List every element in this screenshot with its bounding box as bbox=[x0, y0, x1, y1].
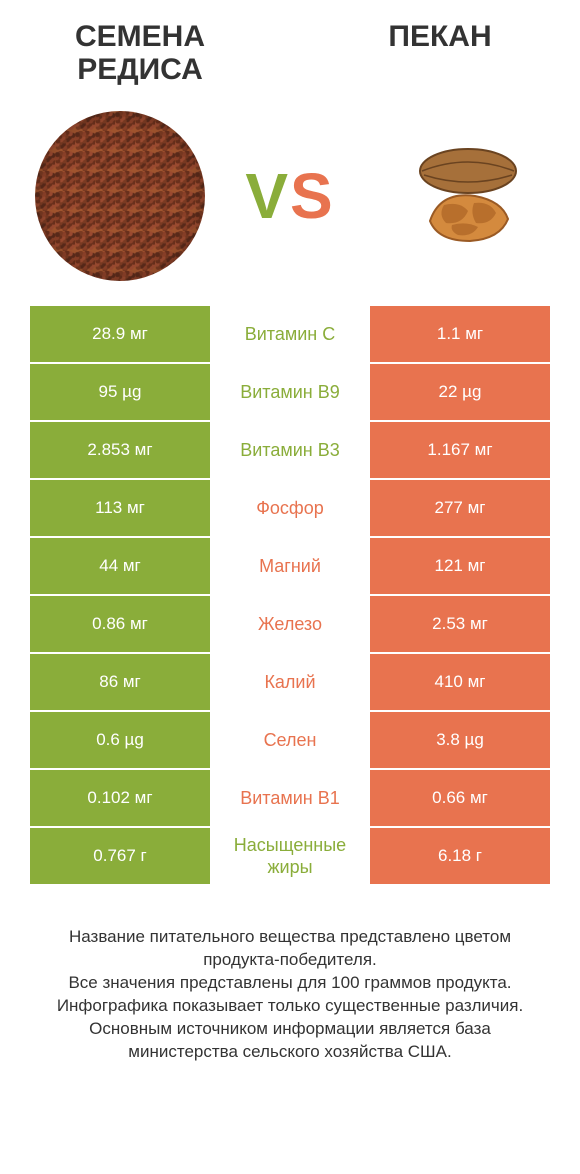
right-value: 1.167 мг bbox=[370, 422, 550, 480]
nutrient-label: Магний bbox=[210, 538, 370, 596]
footnote-line3: Инфографика показывает только существенн… bbox=[34, 995, 546, 1018]
footnote-line2: Все значения представлены для 100 граммо… bbox=[34, 972, 546, 995]
right-value: 121 мг bbox=[370, 538, 550, 596]
table-row: 0.102 мгВитамин B10.66 мг bbox=[30, 770, 550, 828]
right-value: 2.53 мг bbox=[370, 596, 550, 654]
nutrient-label: Фосфор bbox=[210, 480, 370, 538]
footnote-line1: Название питательного вещества представл… bbox=[34, 926, 546, 972]
left-value: 0.86 мг bbox=[30, 596, 210, 654]
vs-v: V bbox=[245, 160, 290, 232]
left-value: 2.853 мг bbox=[30, 422, 210, 480]
nutrient-label: Железо bbox=[210, 596, 370, 654]
table-row: 44 мгМагний121 мг bbox=[30, 538, 550, 596]
nutrient-label: Витамин С bbox=[210, 306, 370, 364]
nutrient-label: Витамин B3 bbox=[210, 422, 370, 480]
footnote-line4: Основным источником информации является … bbox=[34, 1018, 546, 1064]
table-row: 113 мгФосфор277 мг bbox=[30, 480, 550, 538]
left-value: 28.9 мг bbox=[30, 306, 210, 364]
table-row: 0.767 гНасыщенные жиры6.18 г bbox=[30, 828, 550, 886]
left-value: 0.6 µg bbox=[30, 712, 210, 770]
pecan-icon bbox=[390, 141, 530, 251]
nutrient-label: Насыщенные жиры bbox=[210, 828, 370, 886]
right-value: 410 мг bbox=[370, 654, 550, 712]
right-value: 277 мг bbox=[370, 480, 550, 538]
left-value: 44 мг bbox=[30, 538, 210, 596]
left-value: 0.102 мг bbox=[30, 770, 210, 828]
nutrient-label: Селен bbox=[210, 712, 370, 770]
left-value: 86 мг bbox=[30, 654, 210, 712]
right-value: 0.66 мг bbox=[370, 770, 550, 828]
table-row: 95 µgВитамин B922 µg bbox=[30, 364, 550, 422]
images-row: VS bbox=[30, 96, 550, 306]
left-value: 95 µg bbox=[30, 364, 210, 422]
left-value: 113 мг bbox=[30, 480, 210, 538]
right-title: ПЕКАН bbox=[340, 20, 540, 53]
nutrient-label: Витамин B9 bbox=[210, 364, 370, 422]
right-value: 1.1 мг bbox=[370, 306, 550, 364]
right-image bbox=[370, 106, 550, 286]
nutrient-label: Витамин B1 bbox=[210, 770, 370, 828]
vs-label: VS bbox=[245, 159, 334, 233]
right-value: 3.8 µg bbox=[370, 712, 550, 770]
right-value: 22 µg bbox=[370, 364, 550, 422]
left-title: СЕМЕНА РЕДИСА bbox=[40, 20, 240, 86]
nutrient-label: Калий bbox=[210, 654, 370, 712]
left-value: 0.767 г bbox=[30, 828, 210, 886]
radish-seeds-icon bbox=[35, 111, 205, 281]
table-row: 86 мгКалий410 мг bbox=[30, 654, 550, 712]
table-row: 0.6 µgСелен3.8 µg bbox=[30, 712, 550, 770]
vs-s: S bbox=[290, 160, 335, 232]
nutrient-table: 28.9 мгВитамин С1.1 мг95 µgВитамин B922 … bbox=[30, 306, 550, 886]
right-value: 6.18 г bbox=[370, 828, 550, 886]
title-row: СЕМЕНА РЕДИСА ПЕКАН bbox=[30, 20, 550, 96]
table-row: 0.86 мгЖелезо2.53 мг bbox=[30, 596, 550, 654]
table-row: 28.9 мгВитамин С1.1 мг bbox=[30, 306, 550, 364]
left-image bbox=[30, 106, 210, 286]
footnote: Название питательного вещества представл… bbox=[30, 926, 550, 1064]
table-row: 2.853 мгВитамин B31.167 мг bbox=[30, 422, 550, 480]
